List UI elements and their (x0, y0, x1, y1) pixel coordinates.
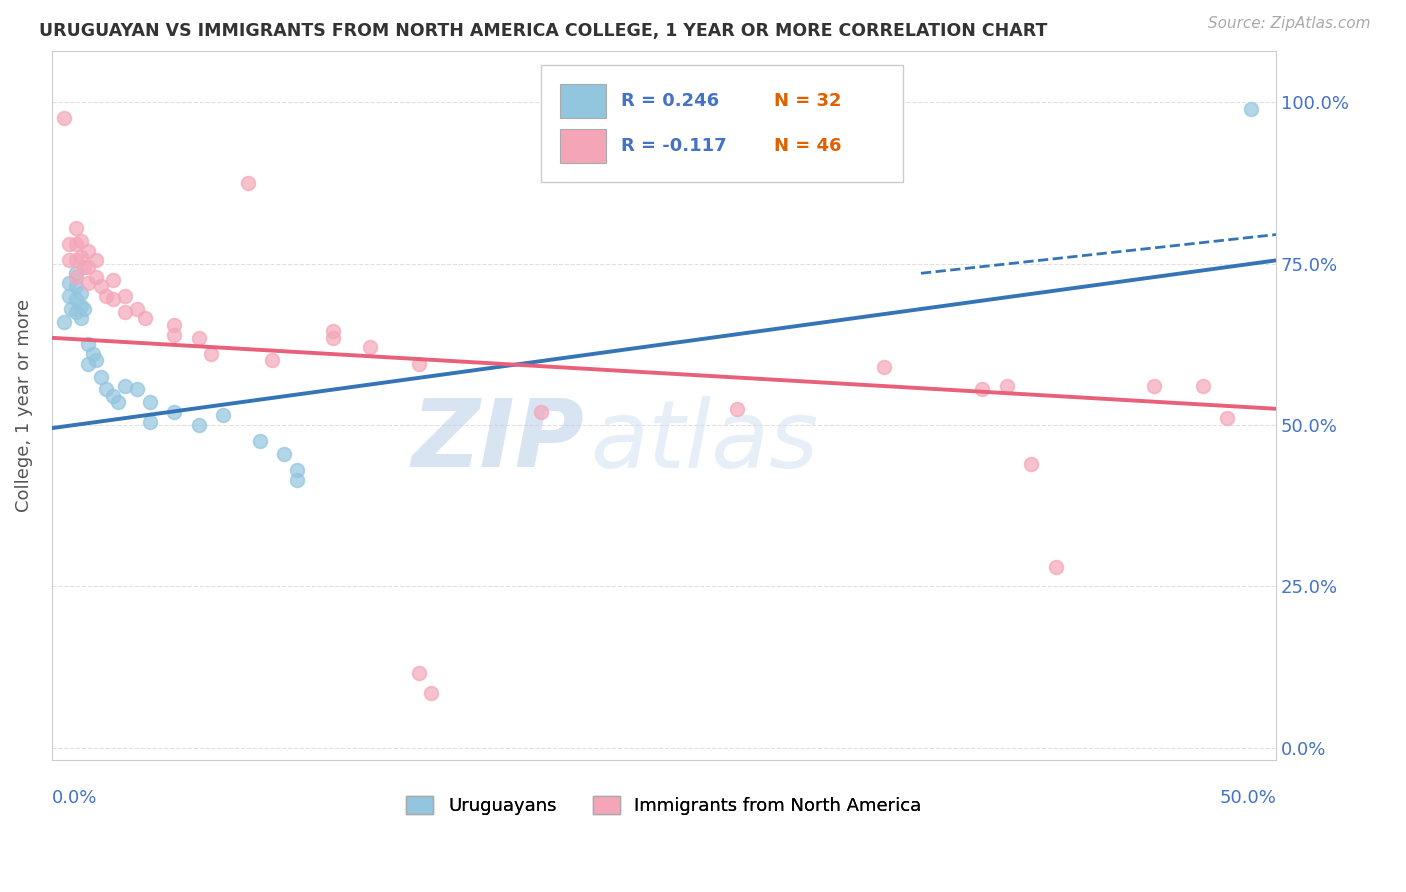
Point (101, 292, 124, 306)
Point (94, 383, 117, 397)
Point (420, 686, 443, 700)
Point (65, 279, 87, 293)
Point (77, 260, 100, 274)
Point (285, 473, 308, 487)
Point (359, 341, 381, 355)
Point (200, 347, 222, 361)
Point (70, 299, 93, 313)
Point (1142, 379, 1164, 393)
Point (77, 357, 100, 371)
Point (138, 395, 160, 409)
Point (84, 253, 107, 268)
Point (84, 353, 107, 368)
Point (53, 315, 76, 329)
Point (58, 237, 80, 252)
Point (58, 289, 80, 303)
Point (65, 253, 87, 268)
Point (114, 305, 136, 319)
Point (53, 112, 76, 126)
Point (408, 666, 430, 681)
Point (1240, 102, 1263, 116)
Point (65, 266, 87, 280)
Point (163, 318, 186, 332)
Text: N = 46: N = 46 (775, 136, 842, 155)
Point (187, 331, 209, 345)
Point (60, 301, 83, 316)
Point (285, 463, 308, 477)
Point (90, 369, 112, 384)
Y-axis label: College, 1 year or more: College, 1 year or more (15, 299, 32, 512)
FancyBboxPatch shape (560, 128, 606, 163)
Point (114, 289, 136, 303)
Point (82, 347, 104, 361)
Point (70, 311, 93, 326)
Point (58, 253, 80, 268)
Point (70, 234, 93, 248)
Point (995, 379, 1018, 393)
Point (70, 285, 93, 300)
Point (530, 405, 553, 419)
Point (212, 409, 235, 423)
Point (101, 273, 124, 287)
Point (65, 269, 87, 284)
Text: 50.0%: 50.0% (1219, 789, 1277, 807)
Point (873, 359, 896, 374)
Point (72, 260, 94, 274)
Point (70, 250, 93, 264)
Point (1019, 457, 1042, 471)
Legend: Uruguayans, Immigrants from North America: Uruguayans, Immigrants from North Americ… (399, 789, 928, 822)
Text: atlas: atlas (591, 395, 818, 486)
Point (101, 389, 124, 403)
Text: Source: ZipAtlas.com: Source: ZipAtlas.com (1208, 16, 1371, 31)
Point (127, 301, 149, 316)
Point (163, 327, 186, 342)
Point (1216, 411, 1239, 425)
Point (58, 276, 80, 290)
Point (322, 331, 344, 345)
Point (1045, 559, 1067, 574)
Point (127, 383, 149, 397)
Point (94, 289, 117, 303)
Point (77, 337, 100, 351)
Point (725, 401, 748, 416)
Point (249, 434, 271, 448)
FancyBboxPatch shape (560, 84, 606, 118)
Text: ZIP: ZIP (412, 395, 585, 487)
Point (322, 324, 344, 338)
Text: N = 32: N = 32 (775, 92, 842, 110)
Point (138, 415, 160, 429)
Text: URUGUAYAN VS IMMIGRANTS FROM NORTH AMERICA COLLEGE, 1 YEAR OR MORE CORRELATION C: URUGUAYAN VS IMMIGRANTS FROM NORTH AMERI… (39, 22, 1047, 40)
Point (114, 379, 136, 393)
Point (107, 395, 129, 409)
Point (72, 301, 94, 316)
Point (77, 276, 100, 290)
Point (65, 237, 87, 252)
Point (187, 417, 209, 432)
Point (1191, 379, 1213, 393)
Point (65, 221, 87, 235)
Text: 0.0%: 0.0% (52, 789, 97, 807)
Point (408, 357, 430, 371)
FancyBboxPatch shape (541, 65, 903, 182)
Point (972, 383, 994, 397)
Point (65, 305, 87, 319)
Point (77, 244, 100, 258)
Text: R = 0.246: R = 0.246 (621, 92, 718, 110)
Point (262, 353, 284, 368)
Point (90, 279, 112, 293)
Text: R = -0.117: R = -0.117 (621, 136, 727, 155)
Point (84, 269, 107, 284)
Point (236, 176, 259, 190)
Point (163, 405, 186, 419)
Point (134, 311, 156, 326)
Point (65, 292, 87, 306)
Point (273, 447, 295, 461)
